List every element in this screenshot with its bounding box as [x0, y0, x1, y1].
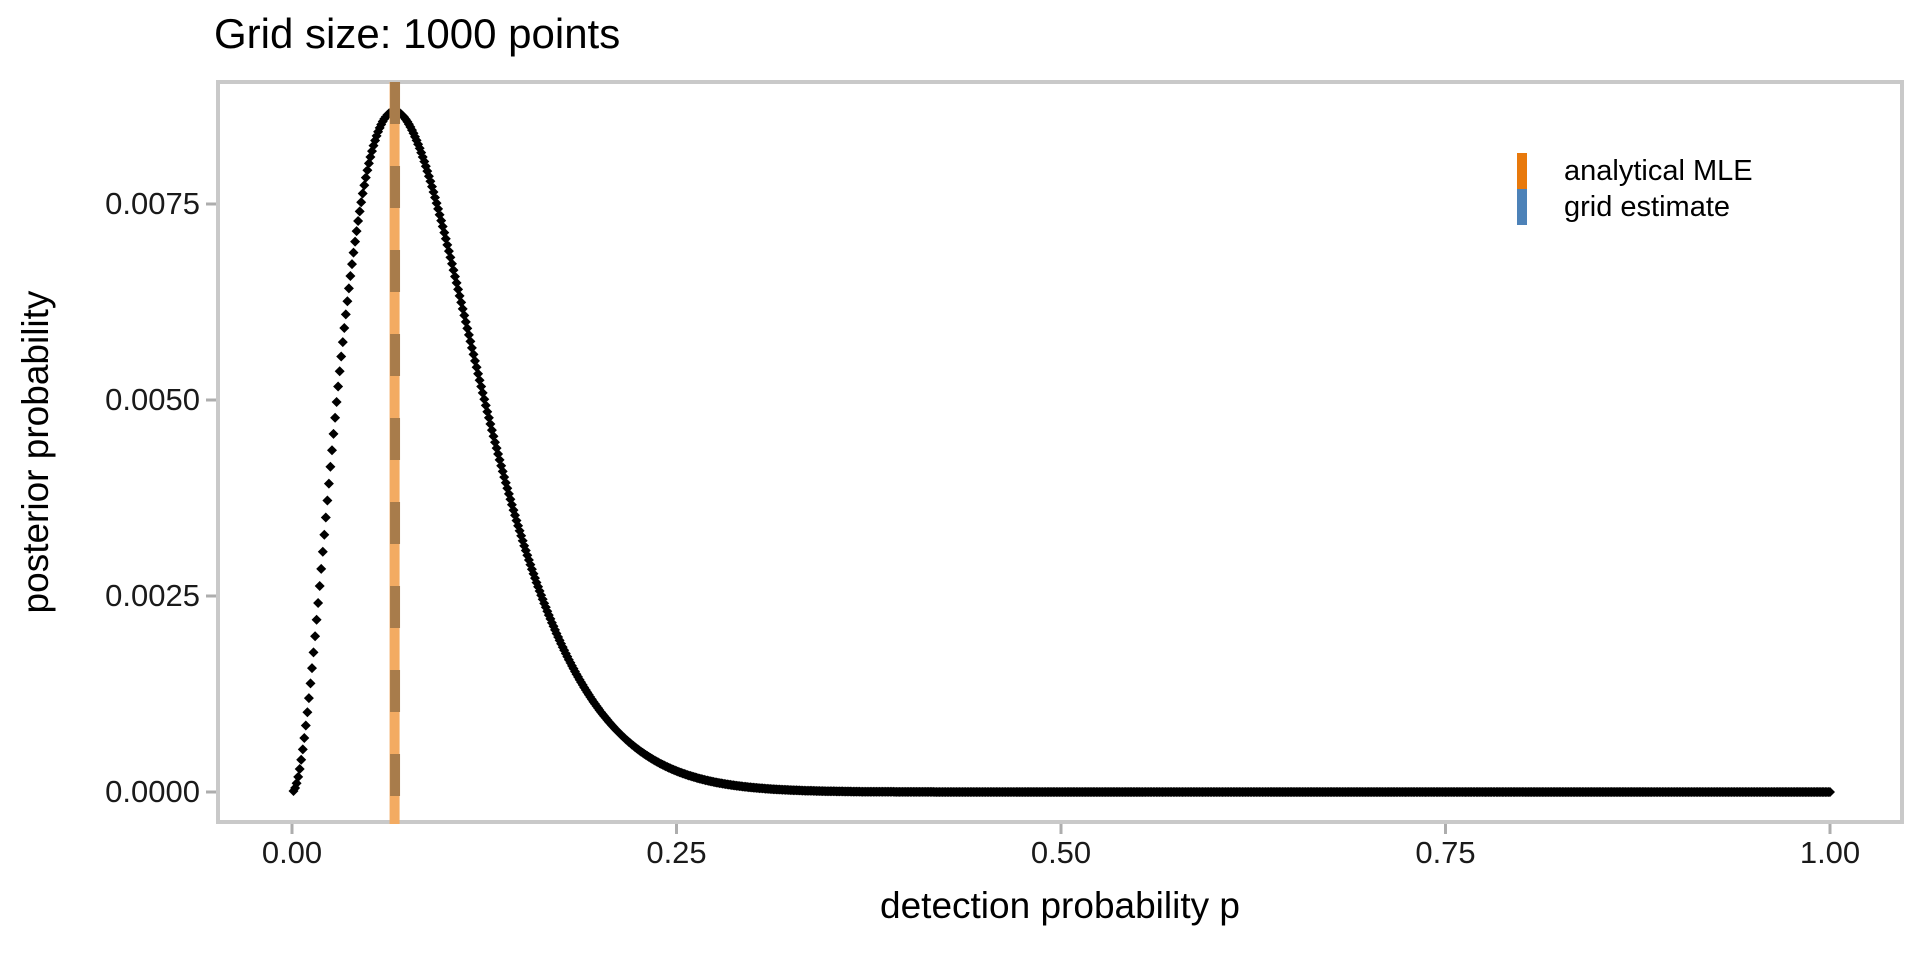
y-tick-label: 0.0000	[105, 774, 200, 809]
x-tick-label: 1.00	[1799, 835, 1861, 870]
y-tick-label: 0.0075	[105, 186, 200, 221]
x-tick-label: 0.50	[1030, 835, 1092, 870]
legend-entry-grid-estimate: grid estimate	[1517, 189, 1753, 225]
grid-estimate-line-swatch	[1517, 189, 1527, 225]
x-tick-label: 0.00	[261, 835, 323, 870]
legend-label-analytical-mle: analytical MLE	[1564, 155, 1753, 187]
panel-border	[216, 80, 1904, 824]
y-tick-label: 0.0025	[105, 578, 200, 613]
legend-entry-analytical-mle: analytical MLE	[1517, 153, 1753, 189]
analytical-mle-line-swatch	[1517, 153, 1527, 189]
chart-title: Grid size: 1000 points	[214, 10, 621, 57]
axis-tick-marks	[206, 202, 1832, 834]
legend-label-grid-estimate: grid estimate	[1564, 191, 1731, 223]
x-tick-label: 0.75	[1415, 835, 1476, 870]
legend: analytical MLE grid estimate	[1517, 153, 1753, 225]
x-tick-label: 0.25	[646, 835, 707, 870]
x-axis-title: detection probability p	[880, 885, 1240, 926]
y-tick-label: 0.0050	[105, 382, 200, 417]
